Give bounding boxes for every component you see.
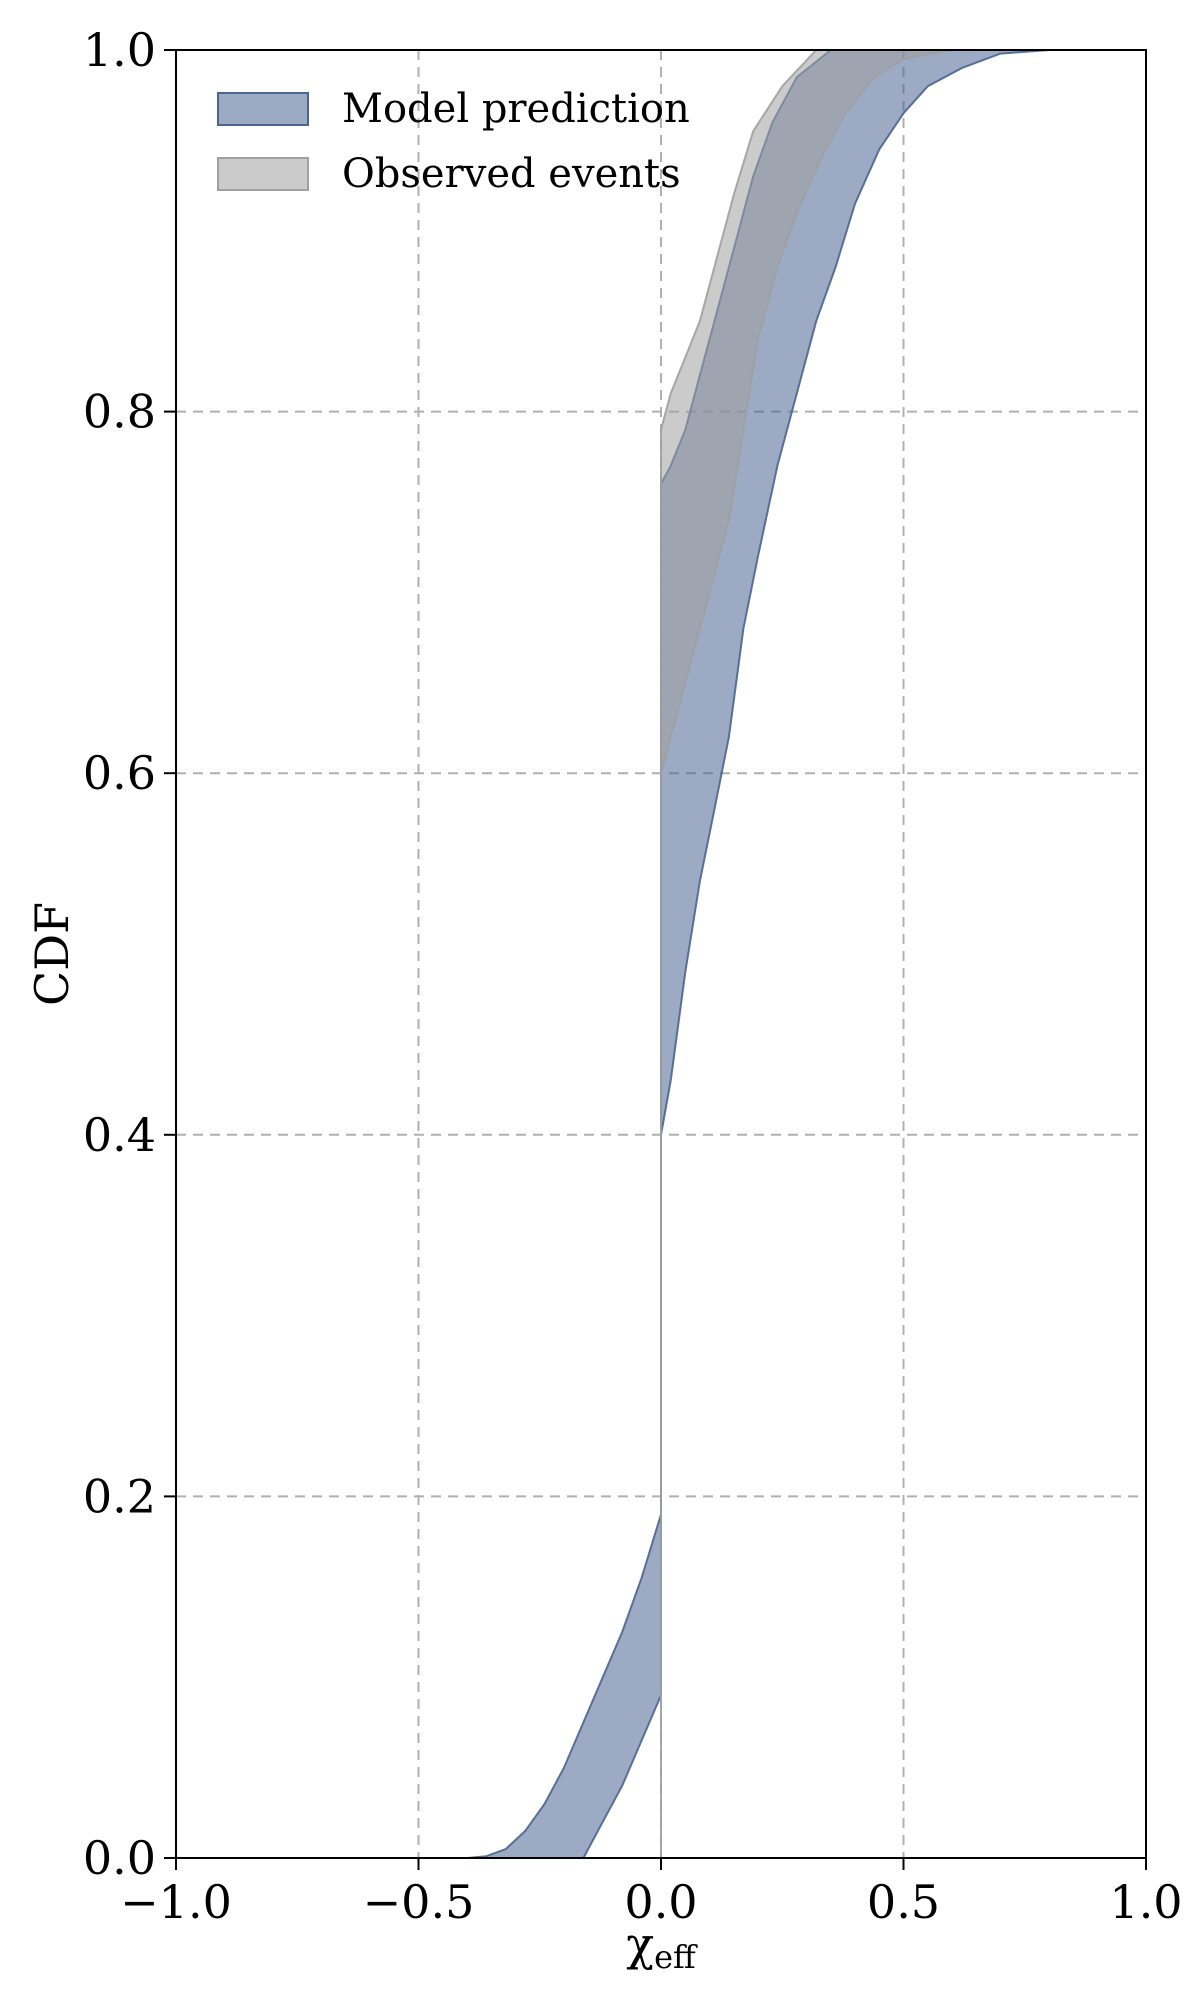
x-tick-label-4: 1.0	[1109, 1875, 1182, 1929]
series-band-model-prediction	[466, 49, 1050, 1859]
y-tick-label-2: 0.4	[83, 1108, 156, 1162]
y-tick-label-3: 0.6	[83, 746, 156, 800]
series-bands	[466, 49, 1050, 1859]
legend-swatch-model-prediction	[217, 92, 309, 126]
y-tick-label-4: 0.8	[83, 385, 156, 439]
x-axis-label-subscript: eff	[654, 1938, 698, 1976]
series-band-observed-events	[660, 49, 1049, 1858]
y-tick-label-5: 1.0	[83, 23, 156, 77]
x-tick-label-1: −0.5	[363, 1875, 475, 1929]
x-axis-label: χeff	[626, 1917, 698, 1976]
y-tick-label-1: 0.2	[83, 1469, 156, 1523]
y-axis-label: CDF	[25, 902, 79, 1006]
legend: Model prediction Observed events	[217, 86, 690, 197]
x-tick-label-3: 0.5	[867, 1875, 940, 1929]
x-axis-label-main: χ	[626, 1917, 654, 1971]
y-tick-label-0: 0.0	[83, 1831, 156, 1885]
legend-label-observed-events: Observed events	[342, 151, 681, 197]
x-tick-label-2: 0.0	[624, 1875, 697, 1929]
x-tick-label-0: −1.0	[120, 1875, 232, 1929]
legend-label-model-prediction: Model prediction	[342, 86, 690, 132]
axis-ticks: −1.0 −0.5 0.0 0.5 1.0 0.0 0.2 0.4 0.6 0.8 1.0	[83, 23, 1183, 1929]
legend-swatch-observed-events	[217, 157, 309, 191]
